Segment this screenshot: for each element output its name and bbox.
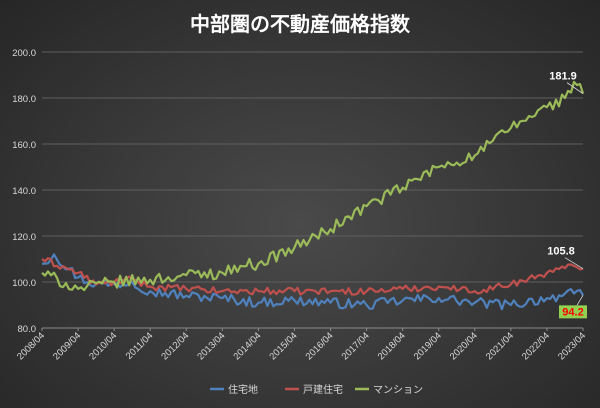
x-tick-label: 2021/04 bbox=[484, 330, 516, 362]
x-tick-label: 2019/04 bbox=[412, 330, 444, 362]
annotation-background bbox=[559, 305, 587, 319]
legend: 住宅地 戸建住宅 マンション bbox=[210, 383, 423, 396]
x-axis: 2008/04 2009/04 2010/04 2011/04 2012/04 2013/… bbox=[15, 328, 588, 362]
x-tick-label: 2016/04 bbox=[304, 330, 336, 362]
x-tick-label: 2013/04 bbox=[195, 330, 227, 362]
x-tick-label: 2017/04 bbox=[340, 330, 372, 362]
x-tick-label: 2020/04 bbox=[448, 330, 480, 362]
series-line-1 bbox=[42, 253, 584, 311]
y-axis: 80.0 100.0 120.0 140.0 160.0 180.0 200.0 bbox=[12, 48, 36, 335]
annotation-leader bbox=[564, 257, 584, 270]
y-tick-label: 180.0 bbox=[12, 94, 36, 105]
annotation-leader bbox=[576, 295, 584, 306]
x-tick-label: 2014/04 bbox=[231, 330, 263, 362]
y-tick-label: 80.0 bbox=[18, 324, 37, 335]
annotation-leader bbox=[566, 82, 584, 94]
x-tick-label: 2022/04 bbox=[520, 330, 552, 362]
data-annotations: 181.9 105.8 94.2 bbox=[547, 71, 587, 319]
y-tick-label: 120.0 bbox=[12, 232, 36, 243]
annotation-label: 94.2 bbox=[562, 306, 583, 318]
y-tick-label: 140.0 bbox=[12, 186, 36, 197]
x-tick-label: 2009/04 bbox=[51, 330, 83, 362]
x-tick-label: 2023/04 bbox=[556, 330, 588, 362]
annotation-label: 181.9 bbox=[549, 71, 577, 83]
y-tick-label: 200.0 bbox=[12, 48, 36, 59]
series-line-2 bbox=[41, 257, 584, 296]
x-tick-label: 2018/04 bbox=[376, 330, 408, 362]
legend-label-3: マンション bbox=[373, 385, 423, 396]
y-tick-label: 100.0 bbox=[12, 278, 36, 289]
legend-label-1: 住宅地 bbox=[228, 383, 258, 396]
x-tick-label: 2012/04 bbox=[159, 330, 191, 362]
x-tick-label: 2008/04 bbox=[15, 330, 47, 362]
series-line-3 bbox=[41, 80, 585, 292]
y-tick-label: 160.0 bbox=[12, 140, 36, 151]
x-tick-label: 2015/04 bbox=[268, 330, 300, 362]
x-tick-label: 2011/04 bbox=[124, 330, 156, 362]
chart-title: 中部圏の不動産価格指数 bbox=[190, 12, 411, 36]
series-lines bbox=[41, 80, 585, 311]
legend-label-2: 戸建住宅 bbox=[303, 383, 343, 396]
annotation-label: 105.8 bbox=[547, 246, 575, 258]
x-tick-label: 2010/04 bbox=[87, 330, 119, 362]
